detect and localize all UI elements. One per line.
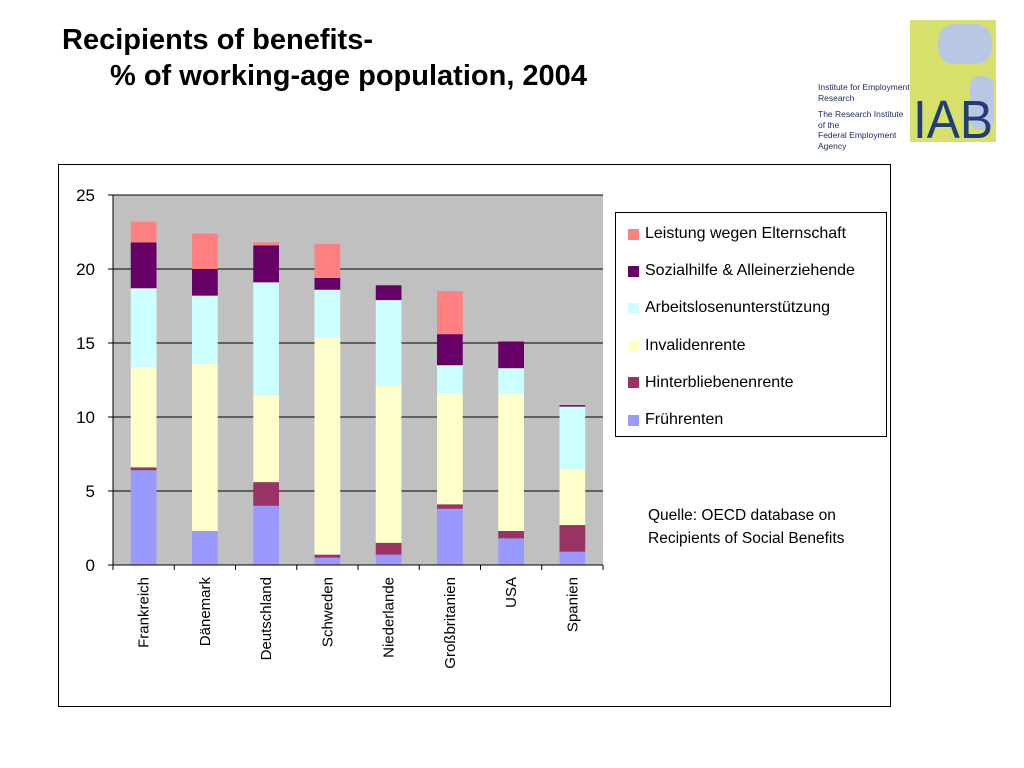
bar-segment [253,505,279,565]
legend-swatch [628,265,639,277]
bar-segment [498,538,524,565]
bar-segment [559,468,586,526]
bar-segment [192,530,218,565]
bar-segment [192,363,218,531]
source-note: Quelle: OECD database on Recipients of S… [648,507,845,547]
bar-segment [130,242,157,289]
logo-line-4: Federal Employment Agency [818,130,897,151]
legend-swatch [628,340,639,352]
bar-segment [192,295,218,364]
bar-segment [559,551,586,565]
bar-segment [314,557,341,565]
bar-segment [498,341,524,369]
y-tick-label: 10 [76,408,95,427]
legend-label: Sozialhilfe & Alleinerziehende [645,262,855,280]
bar-segment [559,525,586,552]
bar-segment [314,554,341,558]
legend-item: Leistung wegen Elternschaft [628,224,846,244]
y-tick-label: 15 [76,334,95,353]
bar-segment [253,394,279,483]
x-tick-label: USA [503,577,520,608]
bar-segment [559,406,586,469]
bar-segment [437,504,463,509]
bar-segment [253,242,279,246]
bar-segment [130,288,157,367]
bar-segment [375,554,402,565]
bar-segment [314,337,341,555]
bar-segment [314,277,341,290]
bar-segment [375,285,402,301]
x-tick-label: Frankreich [136,577,153,648]
x-tick-label: Niederlande [381,577,398,658]
bar-segment [253,482,279,506]
bar-segment [498,530,524,539]
x-tick-label: Spanien [564,577,581,632]
bar-segment [130,221,157,243]
legend-label: Hinterbliebenenrente [645,373,794,391]
legend-swatch [628,302,639,314]
bar-segment [375,385,402,543]
logo-line-1: Institute for Employment [818,82,910,92]
bar-segment [130,366,157,468]
legend-swatch [628,414,639,426]
y-tick-label: 20 [76,260,95,279]
title-line-2: % of working-age population, 2004 [110,60,587,92]
bar-segment [253,282,279,395]
y-tick-label: 0 [86,556,95,575]
bar-segment [375,542,402,555]
bar-segment [130,470,157,565]
logo-caption: Institute for Employment Research The Re… [818,82,910,151]
legend-item: Frührenten [628,410,723,430]
y-tick-label: 25 [76,186,95,205]
bar-segment [375,300,402,386]
bar-segment [437,291,463,335]
bar-segment [192,233,218,269]
chart-legend: Leistung wegen Elternschaft Sozialhilfe &… [615,212,887,437]
legend-label: Invalidenrente [645,336,746,354]
logo-line-2: Research [818,92,855,103]
bar-segment [314,289,341,338]
legend-item: Arbeitslosenunterstützung [628,298,830,318]
bar-segment [437,365,463,394]
slide-title: Recipients of benefits- % of working-age… [62,22,587,94]
legend-swatch [628,377,639,389]
bar-segment [437,508,463,565]
chart-frame [58,164,891,707]
plot-area [113,195,603,565]
svg-text:IAB: IAB [913,90,993,142]
x-tick-label: Großbritanien [442,577,459,669]
legend-item: Sozialhilfe & Alleinerziehende [628,261,855,281]
bar-segment [559,405,586,407]
x-tick-label: Schweden [319,577,336,647]
logo-line-3: The Research Institute of the [818,109,904,130]
legend-swatch [628,228,639,240]
title-line-1: Recipients of benefits- [62,24,373,56]
x-tick-label: Deutschland [258,577,275,660]
bar-segment [130,467,157,471]
legend-item: Hinterbliebenenrente [628,373,794,393]
legend-label: Leistung wegen Elternschaft [645,225,847,242]
x-tick-label: Dänemark [197,577,214,647]
bar-segment [437,334,463,366]
y-tick-label: 5 [86,482,95,501]
bar-segment [498,393,524,531]
bar-segment [314,243,341,278]
logo-mark-icon: IAB [910,20,996,142]
bar-segment [437,393,463,505]
bar-segment [498,368,524,394]
iab-logo: Institute for Employment Research The Re… [818,20,998,151]
legend-item: Invalidenrente [628,336,746,356]
bar-segment [192,269,218,296]
legend-label: Frührenten [645,411,724,428]
legend-label: Arbeitslosenunterstützung [645,299,830,317]
bar-segment [253,245,279,283]
